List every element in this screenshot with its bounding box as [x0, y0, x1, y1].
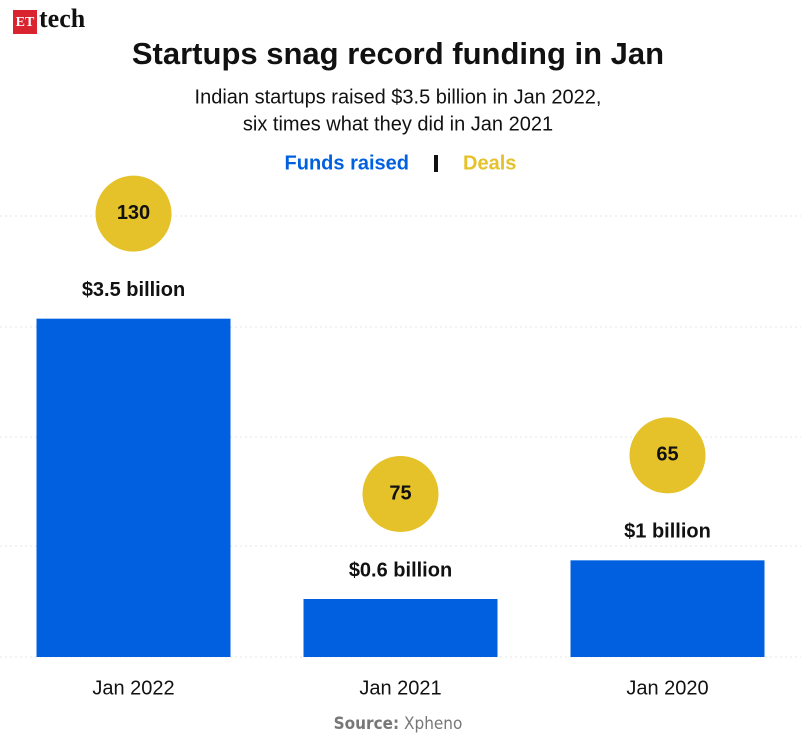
deals-circle: [95, 175, 172, 252]
legend-separator: [434, 155, 438, 172]
brand-badge-box: [13, 10, 37, 34]
source: Source: Xpheno: [334, 714, 463, 734]
deals-circle: [629, 417, 706, 494]
value-label: $3.5 billion: [82, 279, 185, 301]
deals-label: 75: [389, 482, 411, 504]
brand-badge: ET: [16, 15, 35, 30]
deals-label: 130: [117, 202, 150, 224]
value-label: $0.6 billion: [349, 559, 452, 581]
x-tick-label: Jan 2022: [92, 677, 174, 699]
x-tick-label: Jan 2020: [626, 677, 708, 699]
legend-entry: Deals: [463, 152, 516, 174]
deals-circle: [362, 456, 439, 532]
brand-name: tech: [39, 4, 86, 33]
bar: [303, 599, 498, 657]
bar: [36, 318, 231, 657]
bar: [570, 560, 765, 657]
source-name: Xpheno: [404, 714, 462, 734]
chart-title: Startups snag record funding in Jan: [132, 36, 664, 71]
legend-entry: Funds raised: [285, 152, 409, 174]
value-label: $1 billion: [624, 521, 711, 543]
subtitle: six times what they did in Jan 2021: [243, 113, 553, 135]
x-tick-label: Jan 2021: [359, 677, 441, 699]
source-label: Source:: [334, 714, 400, 734]
subtitle: Indian startups raised $3.5 billion in J…: [195, 86, 602, 108]
deals-label: 65: [656, 444, 678, 466]
